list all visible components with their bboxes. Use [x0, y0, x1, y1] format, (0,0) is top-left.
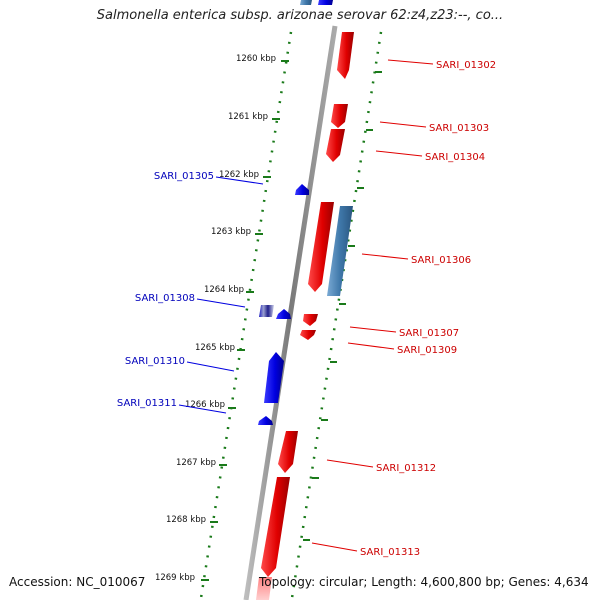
backbone-group: [243, 25, 338, 601]
gene-label-sari-01304[interactable]: SARI_01304: [425, 152, 485, 163]
ruler-tick-label-1265: 1265 kbp: [195, 343, 235, 353]
ruler-tick-label-1262: 1262 kbp: [219, 170, 259, 180]
gene-sari-01309[interactable]: [300, 330, 316, 340]
gene-label-sari-01308[interactable]: SARI_01308: [135, 293, 195, 304]
gene-label-sari-01310[interactable]: SARI_01310: [125, 356, 185, 367]
gene-label-sari-01305[interactable]: SARI_01305: [154, 171, 214, 182]
topology-label: Topology: circular; Length: 4,600,800 bp…: [259, 575, 589, 589]
gene-sari-01307[interactable]: [303, 314, 318, 326]
leader-line-sari-01305: [215, 176, 264, 185]
leader-line-sari-01308: [196, 298, 246, 308]
gene-label-sari-01309[interactable]: SARI_01309: [397, 345, 457, 356]
gene-sari-01312[interactable]: [278, 431, 298, 473]
ruler-tick-label-1266: 1266 kbp: [185, 400, 225, 410]
reverse-genes: [258, 184, 309, 425]
other-feature-block[interactable]: [300, 0, 312, 5]
other-feature-block[interactable]: [327, 206, 353, 296]
feature-blocks: [300, 0, 353, 296]
leader-line-sari-01306: [361, 253, 409, 260]
leader-line-sari-01303: [379, 121, 427, 128]
gene-sari-01313[interactable]: [261, 477, 290, 577]
ruler-tick-label-1260: 1260 kbp: [236, 54, 276, 64]
gene-label-sari-01303[interactable]: SARI_01303: [429, 123, 489, 134]
gene-sari-01311[interactable]: [258, 416, 273, 425]
leader-line-sari-01304: [375, 150, 423, 157]
gene-sari-01306[interactable]: [308, 202, 334, 292]
gene-label-sari-01306[interactable]: SARI_01306: [411, 255, 471, 266]
gene-label-sari-01312[interactable]: SARI_01312: [376, 463, 436, 474]
gene-label-sari-01307[interactable]: SARI_01307: [399, 328, 459, 339]
genome-backbone: [243, 25, 338, 601]
gene-labels: SARI_01302 SARI_01303 SARI_01304 SARI_01…: [117, 60, 496, 558]
gene-sari-01305[interactable]: [295, 184, 309, 195]
gene-sari-01310[interactable]: [264, 352, 284, 403]
ruler-tick-label-1263: 1263 kbp: [211, 227, 251, 237]
ruler-tick-label-1264: 1264 kbp: [204, 285, 244, 295]
leader-line-sari-01310: [186, 361, 235, 372]
ruler-tick-label-1268: 1268 kbp: [166, 515, 206, 525]
leader-line-sari-01302: [387, 59, 434, 65]
leader-line-sari-01309: [347, 342, 395, 350]
leader-line-sari-01311: [178, 404, 227, 414]
leader-line-sari-01313: [311, 542, 358, 552]
reverse-gene-block[interactable]: [318, 0, 333, 5]
leader-line-sari-01312: [326, 459, 374, 468]
gene-sari-01308[interactable]: [259, 305, 274, 317]
gene-label-sari-01313[interactable]: SARI_01313: [360, 547, 420, 558]
gene-sari-01308-arrow[interactable]: [276, 309, 291, 319]
ruler-ticks: 1260 kbp 1261 kbp 1262 kbp 1263 kbp 1264…: [155, 54, 382, 583]
gene-label-sari-01302[interactable]: SARI_01302: [436, 60, 496, 71]
gene-label-sari-01311[interactable]: SARI_01311: [117, 398, 177, 409]
gene-sari-01303[interactable]: [331, 104, 348, 128]
ruler-tick-label-1261: 1261 kbp: [228, 112, 268, 122]
map-title: Salmonella enterica subsp. arizonae sero…: [96, 8, 504, 23]
label-leader-lines: [178, 59, 434, 552]
leader-line-sari-01307: [349, 326, 397, 333]
gene-partial-bottom[interactable]: [256, 577, 272, 600]
ruler-tick-label-1267: 1267 kbp: [176, 458, 216, 468]
gene-sari-01302[interactable]: [337, 32, 354, 79]
gene-sari-01304[interactable]: [326, 129, 345, 162]
ruler-tick-label-1269: 1269 kbp: [155, 573, 195, 583]
accession-label: Accession: NC_010067: [9, 575, 146, 589]
forward-genes: [256, 32, 354, 600]
